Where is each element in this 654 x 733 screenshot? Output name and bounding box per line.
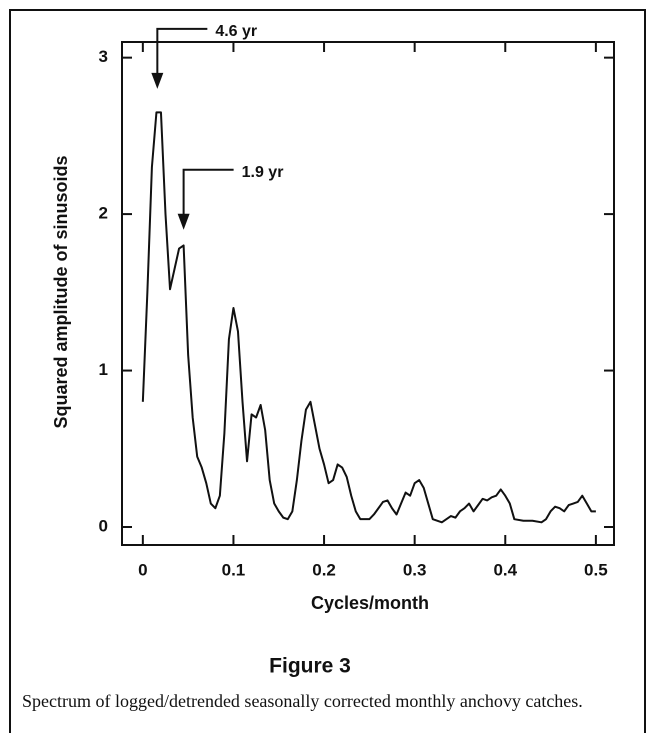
x-tick-label: 0 [138,560,147,579]
y-tick-label: 3 [99,47,108,66]
y-axis-label: Squared amplitude of sinusoids [51,155,71,428]
annotation-label: 1.9 yr [242,164,284,181]
annotation-arrow [156,27,208,75]
plot-frame [121,41,615,546]
x-tick-label: 0.4 [493,560,517,579]
y-tick-label: 1 [99,360,108,379]
annotation-arrow [182,168,234,216]
caption: Spectrum of logged/detrended seasonally … [22,691,583,711]
x-tick-label: 0.3 [403,560,427,579]
arrow-head [177,213,190,230]
frame [9,9,646,733]
spectrum-line [141,111,596,524]
x-axis-label: Cycles/month [311,593,429,613]
x-tick-label: 0.1 [222,560,246,579]
x-tick-label: 0.5 [584,560,608,579]
figure-title: Figure 3 [269,655,351,678]
annotation-label: 4.6 yr [215,23,257,40]
y-tick-label: 0 [99,516,108,535]
arrow-head [151,72,164,89]
y-tick-label: 2 [99,204,108,223]
x-tick-label: 0.2 [312,560,336,579]
